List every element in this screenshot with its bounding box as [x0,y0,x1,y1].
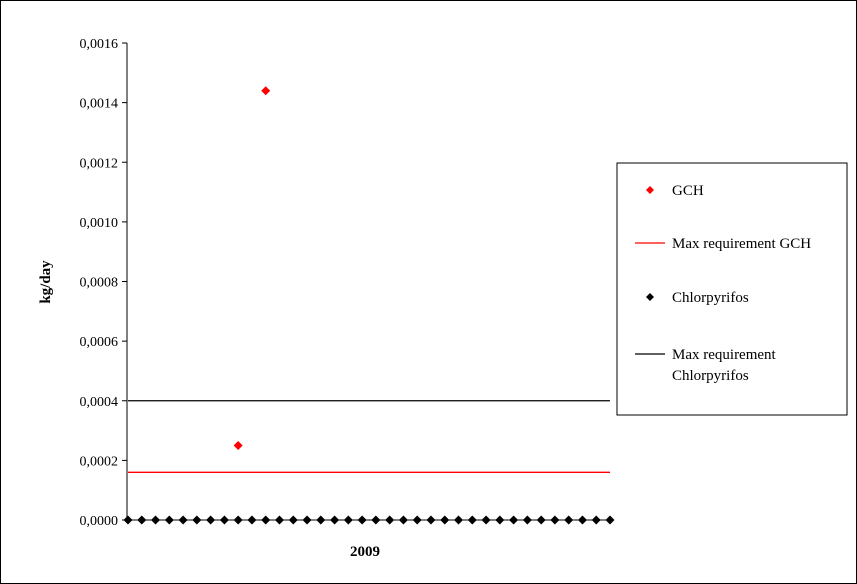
data-point-0 [261,86,270,95]
data-point-2 [303,516,312,525]
data-point-2 [179,516,188,525]
data-point-2 [495,516,504,525]
data-point-2 [509,516,518,525]
data-point-2 [454,516,463,525]
data-point-2 [468,516,477,525]
y-tick-label: 0,0016 [80,37,119,52]
data-point-2 [247,516,256,525]
data-point-2 [275,516,284,525]
data-point-2 [316,516,325,525]
y-tick-label: 0,0000 [80,514,119,529]
legend-label: Max requirement GCH [672,236,811,252]
data-point-2 [330,516,339,525]
legend: GCH Max requirement GCH Chlorpyrifos Max re… [617,163,847,415]
data-point-2 [165,516,174,525]
data-point-2 [550,516,559,525]
data-point-2 [289,516,298,525]
legend-label-line: Max requirement [672,347,777,363]
data-point-2 [371,516,380,525]
x-axis-title: 2009 [350,544,380,560]
data-point-2 [440,516,449,525]
legend-label-line: Chlorpyrifos [672,368,749,384]
data-point-2 [537,516,546,525]
data-point-2 [606,516,615,525]
data-point-2 [137,516,146,525]
data-point-2 [399,516,408,525]
data-point-2 [523,516,532,525]
y-tick-label: 0,0010 [80,216,119,231]
data-point-2 [220,516,229,525]
y-tick-label: 0,0014 [80,97,119,112]
data-point-2 [426,516,435,525]
data-point-2 [578,516,587,525]
data-point-2 [234,516,243,525]
data-point-2 [344,516,353,525]
y-tick-label: 0,0012 [80,156,119,171]
data-point-2 [151,516,160,525]
data-point-2 [192,516,201,525]
plot-area: 0,0000 0,0002 0,0004 0,0006 0,0008 0,0010 0,00… [80,37,615,529]
legend-label: Chlorpyrifos [672,290,749,306]
data-point-0 [234,441,243,450]
data-point-2 [358,516,367,525]
legend-label: GCH [672,183,704,199]
data-point-2 [592,516,601,525]
data-point-2 [124,516,133,525]
data-point-2 [482,516,491,525]
y-tick-label: 0,0006 [80,335,119,350]
data-point-2 [564,516,573,525]
data-point-2 [206,516,215,525]
y-tick-label: 0,0002 [80,454,119,469]
data-point-2 [261,516,270,525]
data-point-2 [413,516,422,525]
y-tick-label: 0,0008 [80,276,119,291]
y-axis-title: kg/day [38,260,54,304]
data-point-2 [385,516,394,525]
y-tick-label: 0,0004 [80,395,119,410]
